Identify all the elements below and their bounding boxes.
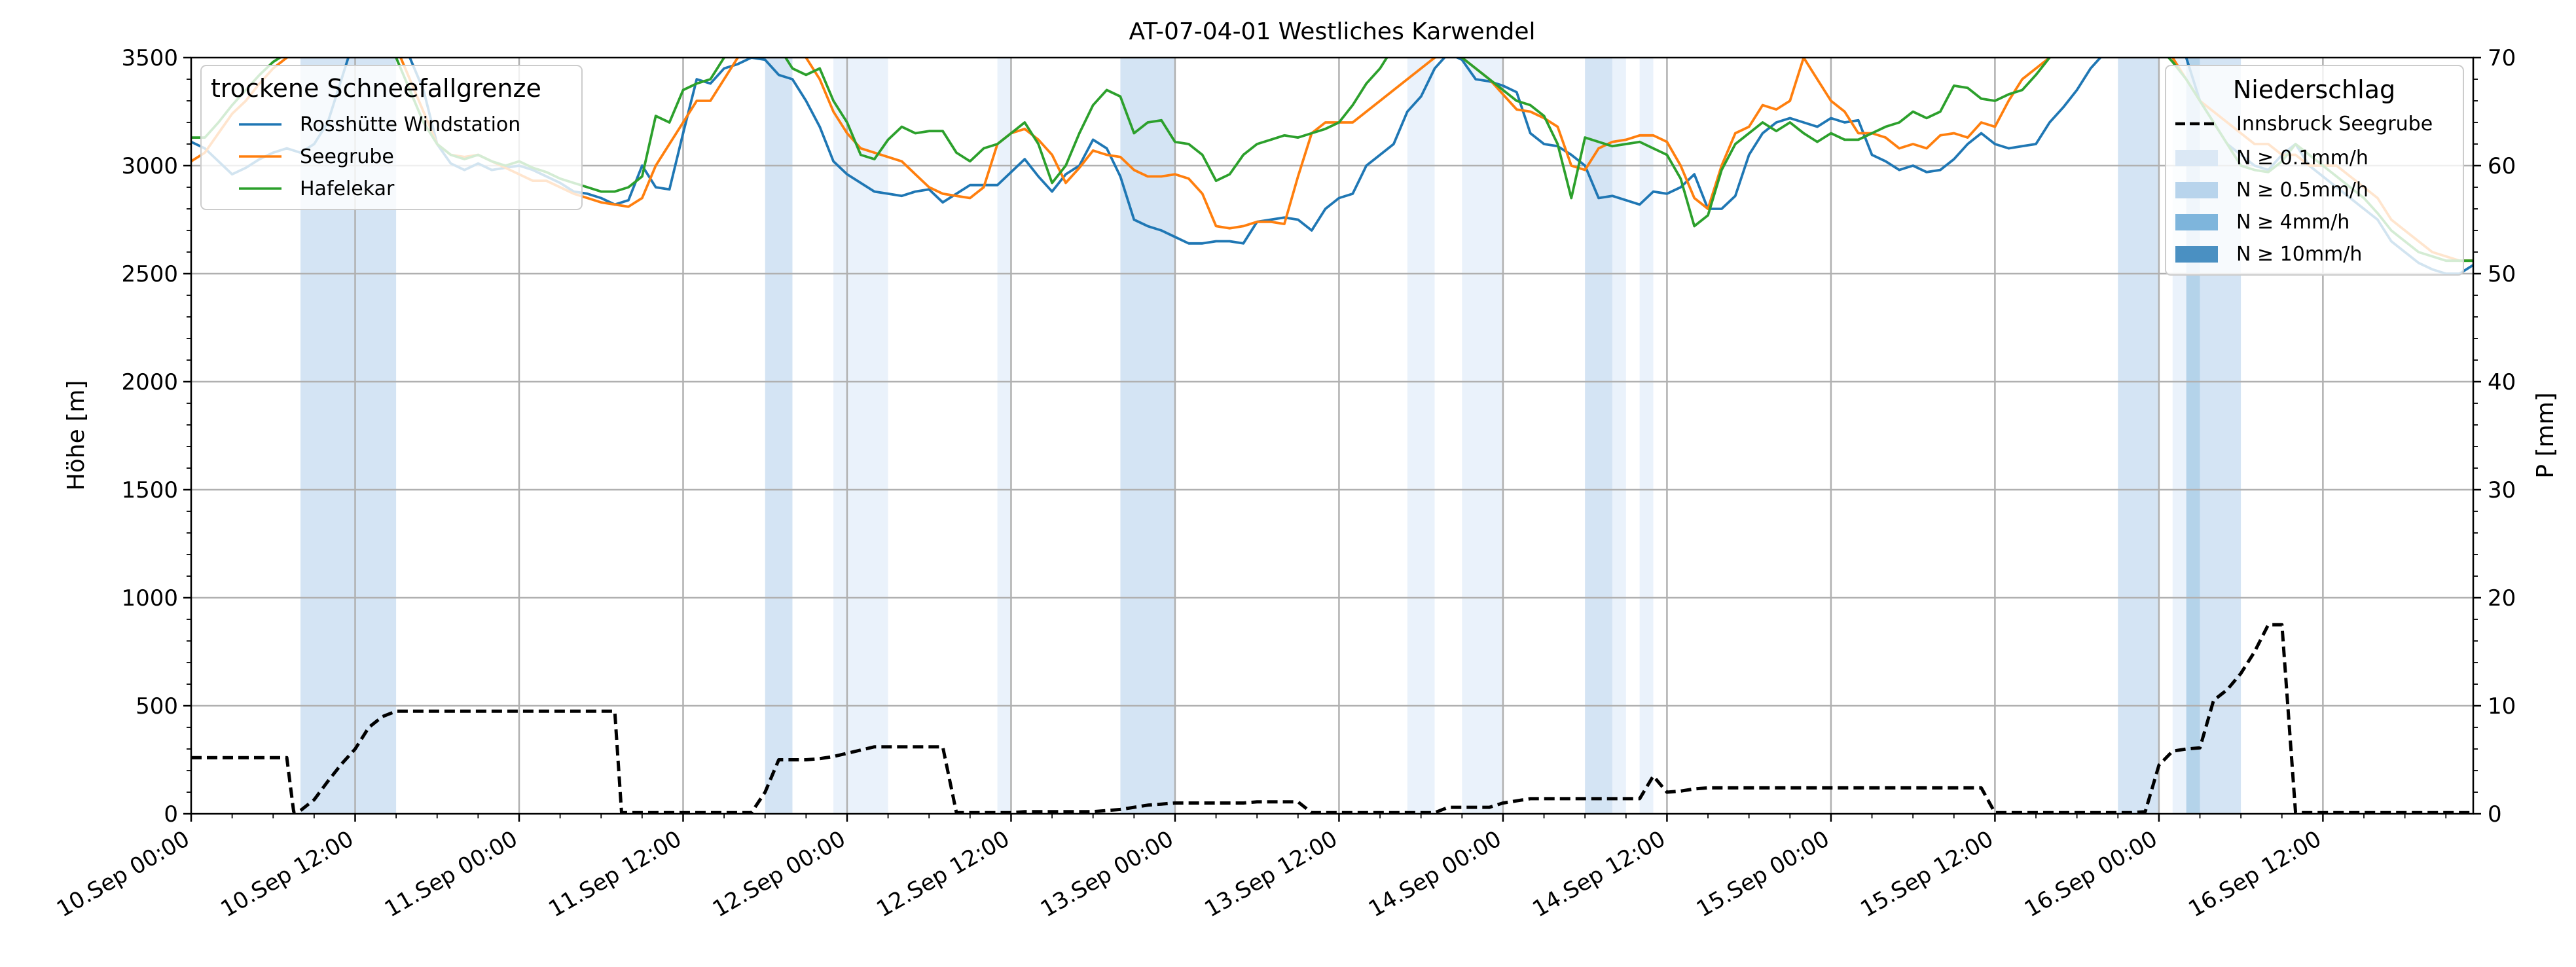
legend-label-rosshuette: Rosshütte Windstation bbox=[300, 113, 520, 136]
legend-label-n01: N ≥ 0.1mm/h bbox=[2236, 147, 2368, 170]
legend-left-frame bbox=[200, 65, 583, 210]
y-right-tick-label-7: 70 bbox=[2488, 45, 2516, 71]
precip-band-7 bbox=[1585, 58, 1612, 814]
y-axis-right: 0 10 20 30 40 50 60 70 bbox=[2473, 45, 2516, 828]
legend-right-frame bbox=[2165, 65, 2464, 276]
legend-swatch-n10 bbox=[2175, 246, 2218, 263]
precip-band-6 bbox=[1462, 58, 1503, 814]
y-right-tick-label-2: 20 bbox=[2488, 585, 2516, 611]
precip-band-1 bbox=[765, 58, 793, 814]
precip-band-10 bbox=[2118, 58, 2159, 814]
y-left-tick-label-5: 2500 bbox=[121, 261, 178, 287]
y-axis-left-label: Höhe [m] bbox=[63, 380, 90, 491]
precip-band-3 bbox=[997, 58, 1011, 814]
y-left-tick-label-3: 1500 bbox=[121, 477, 178, 503]
y-right-tick-label-1: 10 bbox=[2488, 693, 2516, 720]
plot-frame bbox=[190, 56, 2475, 815]
legend-label-seegrube: Seegrube bbox=[300, 145, 394, 168]
legend-right: Niederschlag Innsbruck Seegrube N ≥ 0.1m… bbox=[2165, 65, 2464, 276]
precip-band-8 bbox=[1612, 58, 1626, 814]
y-right-tick-label-3: 30 bbox=[2488, 477, 2516, 503]
y-right-tick-label-4: 40 bbox=[2488, 369, 2516, 395]
legend-right-title: Niederschlag bbox=[2233, 75, 2395, 104]
precip-band-2 bbox=[833, 58, 888, 814]
legend-swatch-n05 bbox=[2175, 182, 2218, 198]
legend-label-n4: N ≥ 4mm/h bbox=[2236, 211, 2349, 234]
legend-left: trockene Schneefallgrenze Rosshütte Wind… bbox=[200, 65, 583, 210]
precip-band-4 bbox=[1120, 58, 1175, 814]
legend-label-n05: N ≥ 0.5mm/h bbox=[2236, 179, 2368, 202]
precip-line-innsbruck-seegrube bbox=[191, 623, 2473, 814]
y-right-tick-label-5: 50 bbox=[2488, 261, 2516, 287]
chart-title: AT-07-04-01 Westliches Karwendel bbox=[1129, 18, 1535, 45]
y-right-tick-label-0: 0 bbox=[2488, 801, 2502, 828]
legend-swatch-n4 bbox=[2175, 214, 2218, 230]
legend-label-n10: N ≥ 10mm/h bbox=[2236, 243, 2362, 266]
y-right-tick-label-6: 60 bbox=[2488, 153, 2516, 179]
legend-label-innsbruck-seegrube: Innsbruck Seegrube bbox=[2236, 113, 2433, 136]
precip-band-5 bbox=[1407, 58, 1435, 814]
precip-line bbox=[191, 623, 2473, 814]
legend-swatch-n01 bbox=[2175, 150, 2218, 166]
y-left-tick-label-4: 2000 bbox=[121, 369, 178, 395]
y-left-tick-label-0: 0 bbox=[164, 801, 178, 828]
legend-label-hafelekar: Hafelekar bbox=[300, 177, 395, 200]
y-left-tick-label-1: 500 bbox=[136, 693, 178, 720]
y-left-tick-label-7: 3500 bbox=[121, 45, 178, 71]
y-left-tick-label-6: 3000 bbox=[121, 153, 178, 179]
legend-left-title: trockene Schneefallgrenze bbox=[211, 74, 541, 103]
y-axis-left: 0 500 1000 1500 2000 2500 3000 3500 bbox=[121, 45, 191, 828]
y-axis-right-label: P [mm] bbox=[2532, 392, 2559, 478]
precip-band-9 bbox=[1639, 58, 1654, 814]
y-left-tick-label-2: 1000 bbox=[121, 585, 178, 611]
